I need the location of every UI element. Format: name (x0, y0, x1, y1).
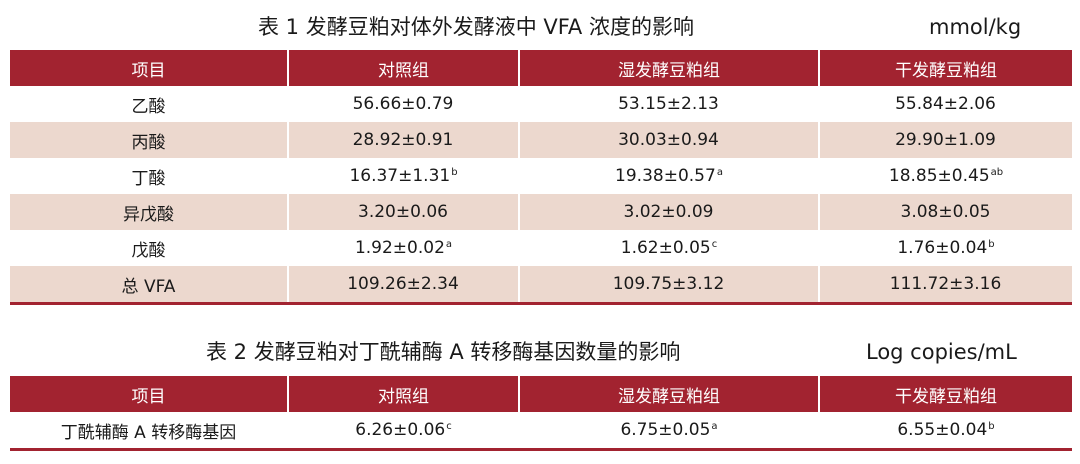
row-label: 戊酸 (10, 230, 288, 266)
table-cell: 1.62±0.05c (518, 230, 819, 266)
table-cell: 56.66±0.79 (287, 86, 519, 122)
table-row: 丁酰辅酶 A 转移酶基因 6.26±0.06c 6.75±0.05a 6.55±… (10, 412, 1072, 450)
table-cell: 109.75±3.12 (518, 266, 819, 304)
table-cell: 109.26±2.34 (287, 266, 519, 304)
col-header-dry: 干发酵豆粕组 (818, 376, 1072, 412)
table-cell: 29.90±1.09 (818, 122, 1072, 158)
table-cell: 16.37±1.31b (287, 158, 519, 194)
row-label: 乙酸 (10, 86, 288, 122)
table-cell: 3.08±0.05 (818, 194, 1072, 230)
col-header-control: 对照组 (287, 50, 519, 86)
table2-title: 表 2 发酵豆粕对丁酰辅酶 A 转移酶基因数量的影响 (206, 340, 681, 364)
row-label: 丁酸 (10, 158, 288, 194)
table-row: 总 VFA 109.26±2.34 109.75±3.12 111.72±3.1… (10, 266, 1072, 304)
table-cell: 111.72±3.16 (818, 266, 1072, 304)
table-row: 丙酸 28.92±0.91 30.03±0.94 29.90±1.09 (10, 122, 1072, 158)
table1-title: 表 1 发酵豆粕对体外发酵液中 VFA 浓度的影响 (258, 15, 694, 39)
table1-unit: mmol/kg (929, 15, 1022, 39)
table-row: 丁酸 16.37±1.31b 19.38±0.57a 18.85±0.45ab (10, 158, 1072, 194)
table-cell: 53.15±2.13 (518, 86, 819, 122)
col-header-control: 对照组 (287, 376, 519, 412)
table-cell: 30.03±0.94 (518, 122, 819, 158)
col-header-wet: 湿发酵豆粕组 (518, 50, 819, 86)
row-label: 总 VFA (10, 266, 288, 304)
table-row: 乙酸 56.66±0.79 53.15±2.13 55.84±2.06 (10, 86, 1072, 122)
table-cell: 6.26±0.06c (287, 412, 519, 450)
table1-header-row: 项目 对照组 湿发酵豆粕组 干发酵豆粕组 (10, 50, 1072, 86)
table-cell: 19.38±0.57a (518, 158, 819, 194)
table-cell: 55.84±2.06 (818, 86, 1072, 122)
table-cell: 3.02±0.09 (518, 194, 819, 230)
vfa-table: 项目 对照组 湿发酵豆粕组 干发酵豆粕组 乙酸 56.66±0.79 53.15… (10, 50, 1072, 305)
table-row: 戊酸 1.92±0.02a 1.62±0.05c 1.76±0.04b (10, 230, 1072, 266)
table2-unit: Log copies/mL (866, 340, 1017, 364)
table-cell: 6.75±0.05a (518, 412, 819, 450)
col-header-item: 项目 (10, 50, 288, 86)
table-row: 异戊酸 3.20±0.06 3.02±0.09 3.08±0.05 (10, 194, 1072, 230)
table-cell: 1.76±0.04b (818, 230, 1072, 266)
col-header-dry: 干发酵豆粕组 (818, 50, 1072, 86)
table-cell: 1.92±0.02a (287, 230, 519, 266)
col-header-item: 项目 (10, 376, 288, 412)
table-cell: 6.55±0.04b (818, 412, 1072, 450)
col-header-wet: 湿发酵豆粕组 (518, 376, 819, 412)
table2-header-row: 项目 对照组 湿发酵豆粕组 干发酵豆粕组 (10, 376, 1072, 412)
table-cell: 3.20±0.06 (287, 194, 519, 230)
table-cell: 18.85±0.45ab (818, 158, 1072, 194)
table-cell: 28.92±0.91 (287, 122, 519, 158)
gene-table: 项目 对照组 湿发酵豆粕组 干发酵豆粕组 丁酰辅酶 A 转移酶基因 6.26±0… (10, 376, 1072, 451)
row-label: 丁酰辅酶 A 转移酶基因 (10, 412, 288, 450)
row-label: 异戊酸 (10, 194, 288, 230)
row-label: 丙酸 (10, 122, 288, 158)
